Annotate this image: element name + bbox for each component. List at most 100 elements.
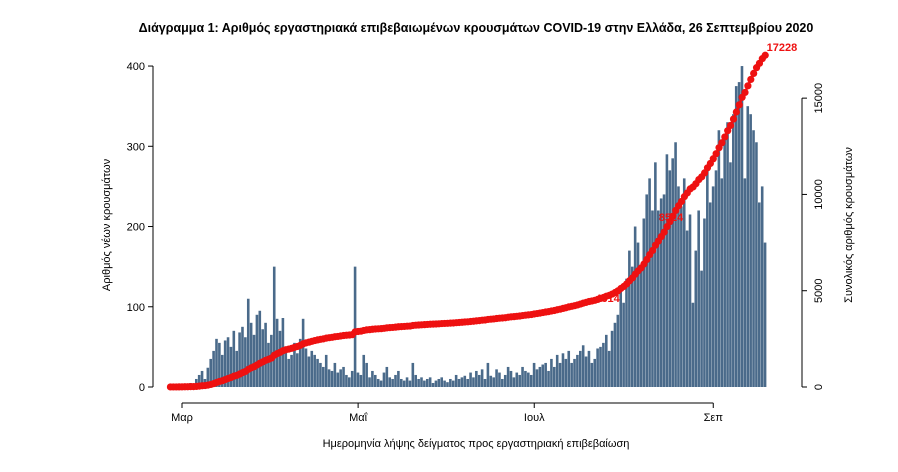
bar [685,230,689,387]
y-left-tick-label: 100 [127,302,145,314]
bar [677,186,680,387]
bar [215,338,218,387]
bar [330,370,334,387]
bar [446,382,449,387]
bar [636,242,640,387]
cumulative-point [732,108,740,116]
annotations: 4314 8524 17228 [595,42,797,305]
bar [451,380,455,387]
bar [697,210,700,387]
bar [564,358,568,387]
bar [680,206,683,387]
bar [498,372,501,387]
bar [437,378,441,387]
bar [267,342,270,387]
bar [411,362,415,387]
bar [362,354,366,387]
bar [555,354,559,387]
bar [327,369,331,387]
bar [501,378,504,387]
bar [197,374,201,387]
x-tick-label: Μαΐ [349,412,368,424]
bar [353,266,357,387]
x-axis-label: Ημερομηνία λήψης δείγματος προς εργαστηρ… [323,438,630,450]
bar [258,310,262,387]
cumulative-point [712,150,720,158]
bar [691,302,695,387]
bar [645,194,648,387]
bar [339,369,342,387]
bar [431,382,435,387]
bar [278,330,282,387]
bar [610,330,614,387]
bar [319,362,322,387]
bar [428,377,432,387]
bar [229,346,233,387]
bar [374,374,377,387]
bar [449,378,452,387]
y-left-tick-label: 0 [139,382,145,394]
bar [584,356,588,387]
bar [524,370,527,387]
bar [656,210,660,387]
bar [665,154,669,387]
bar [688,214,692,387]
cumulative-point [649,246,657,255]
bar [460,377,464,387]
bar [420,377,423,387]
bar [755,142,758,387]
cumulative-point [726,121,735,130]
bar [350,370,354,387]
bar [316,358,319,387]
bar [515,372,519,387]
bar [307,356,311,387]
bar [573,358,576,387]
bar [324,354,328,387]
bar [200,370,204,387]
bar [414,374,418,387]
bar [272,266,276,387]
bar [752,130,755,388]
bar [298,338,302,387]
bar [255,314,259,387]
bar [734,86,738,388]
y-left-tick-label: 400 [127,61,145,73]
bar [521,366,524,387]
bar [388,377,392,387]
bar [423,380,426,387]
bar [477,374,481,387]
bar [717,130,721,388]
bar [512,377,516,387]
bar [694,250,698,387]
bar [469,372,472,387]
cumulative-point [729,115,738,123]
bar [720,178,724,387]
bar [668,170,672,387]
bar [232,330,236,387]
annotation-label: 17228 [767,42,798,54]
bar [304,348,308,387]
bar [457,378,461,387]
bar [382,372,386,387]
bar [252,334,256,387]
bar [654,162,657,387]
bar [322,366,325,387]
bar [475,370,478,387]
bar [249,322,253,387]
bar [246,298,250,387]
bar [622,302,625,387]
bar [648,178,651,387]
bar [506,366,510,387]
bar [532,362,536,387]
bar [633,226,637,387]
bar [749,114,752,387]
bar [628,250,631,387]
y-left-tick-label: 300 [127,141,145,153]
bar [342,366,345,387]
cumulative-point [718,139,726,147]
y-right-tick-label: 15000 [813,83,825,114]
bar [365,362,368,387]
bar [220,354,224,387]
y-axis-left: 0 100 200 300 400 [127,61,154,394]
